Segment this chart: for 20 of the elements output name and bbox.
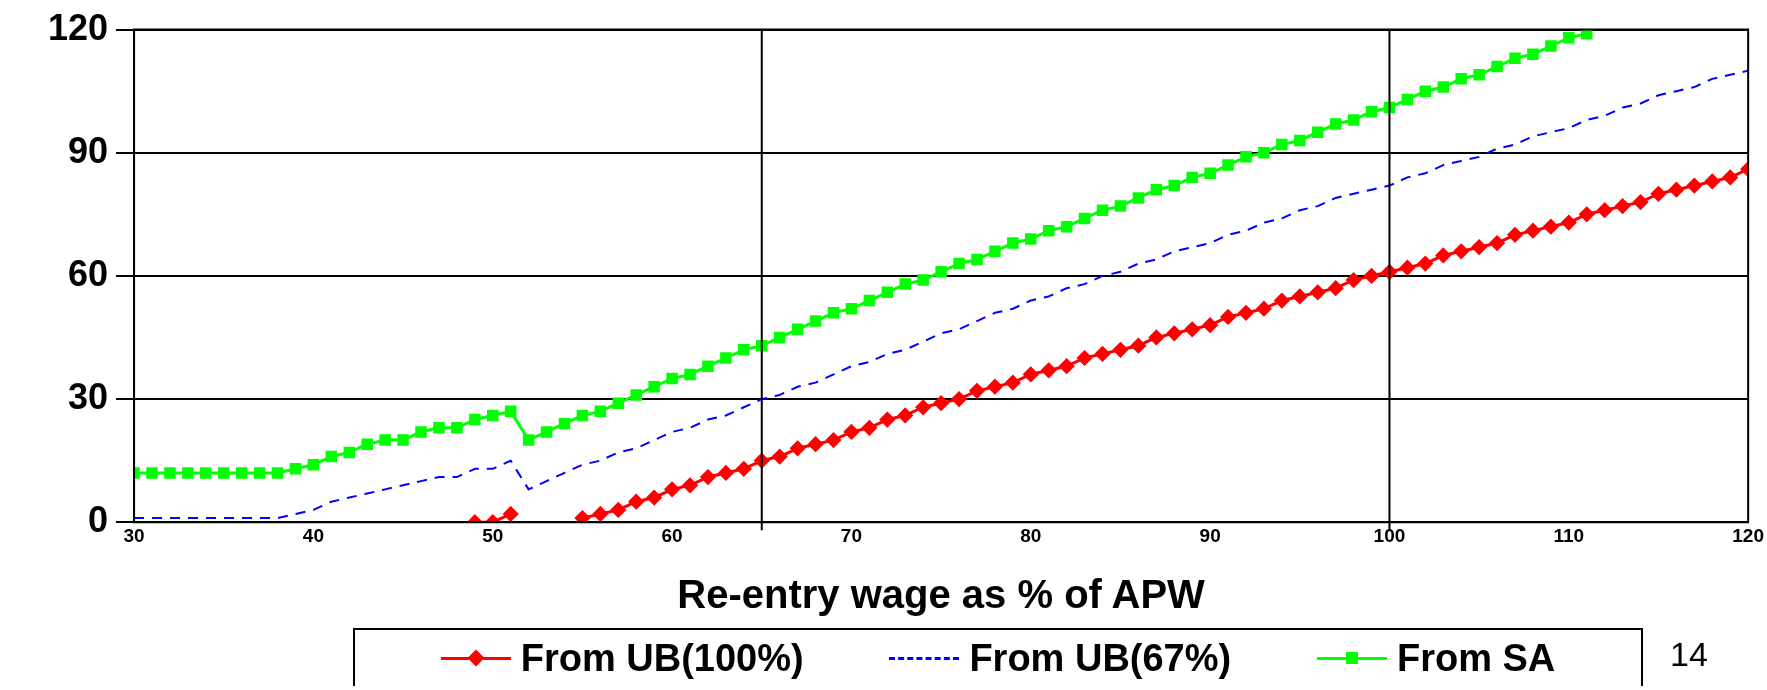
x-tick-label: 40 bbox=[302, 524, 324, 546]
x-tick-label: 80 bbox=[1020, 524, 1042, 546]
legend-label: From UB(67%) bbox=[969, 636, 1232, 680]
y-tick-label: 0 bbox=[88, 499, 109, 541]
x-axis-title: Re-entry wage as % of APW bbox=[677, 572, 1206, 617]
x-tick-label: 110 bbox=[1553, 524, 1585, 546]
text: 14 bbox=[1670, 635, 1708, 674]
x-tick-label: 120 bbox=[1732, 524, 1764, 546]
y-tick-label: 60 bbox=[68, 252, 109, 294]
y-tick-label: 120 bbox=[47, 6, 109, 48]
x-tick-label: 100 bbox=[1373, 524, 1406, 546]
y-tick-label: 90 bbox=[68, 129, 109, 171]
x-tick-label: 90 bbox=[1199, 524, 1221, 546]
legend-label: From UB(100%) bbox=[520, 636, 804, 680]
x-tick-label: 30 bbox=[123, 524, 145, 546]
legend-label: From SA bbox=[1396, 636, 1556, 680]
x-tick-label: 70 bbox=[840, 524, 863, 546]
x-tick-label: 60 bbox=[661, 524, 683, 546]
x-tick-label: 50 bbox=[482, 524, 504, 546]
y-tick-label: 30 bbox=[68, 375, 109, 417]
